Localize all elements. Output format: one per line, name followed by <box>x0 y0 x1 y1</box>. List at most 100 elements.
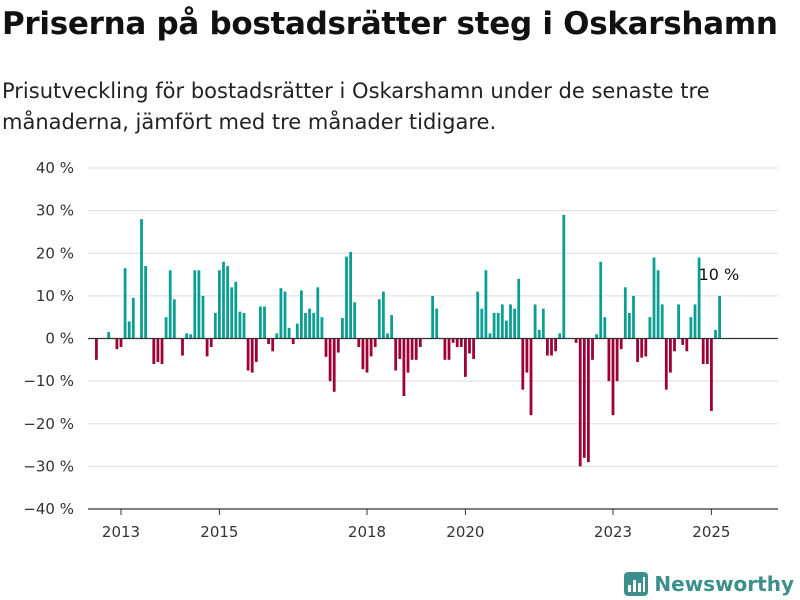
bar <box>394 339 397 371</box>
bar <box>120 339 123 348</box>
bar <box>587 339 590 463</box>
bar <box>599 262 602 339</box>
bar <box>263 307 266 339</box>
bar <box>407 339 410 373</box>
bar <box>620 339 623 350</box>
bar <box>419 339 422 348</box>
bar <box>206 339 209 357</box>
bar <box>677 304 680 338</box>
bar <box>198 270 201 338</box>
bar <box>653 258 656 339</box>
bar <box>169 270 172 338</box>
bar <box>542 309 545 339</box>
bar <box>214 313 217 339</box>
bar <box>292 339 295 345</box>
bar <box>382 292 385 339</box>
bar <box>107 332 110 338</box>
bar <box>152 339 155 365</box>
y-tick-label: 30 % <box>36 202 74 220</box>
bar <box>546 339 549 356</box>
newsworthy-brand[interactable]: Newsworthy <box>624 572 794 596</box>
bar <box>161 339 164 365</box>
bar <box>230 287 233 338</box>
latest-value-label: 10 % <box>699 265 740 284</box>
bar <box>448 339 451 360</box>
bar <box>259 307 262 339</box>
y-axis-ticks: −40 %−30 %−20 %−10 %0 %10 %20 %30 %40 % <box>23 159 74 518</box>
bar <box>505 321 508 339</box>
x-tick-label: 2018 <box>348 523 386 541</box>
bar <box>657 270 660 338</box>
x-tick-label: 2023 <box>594 523 632 541</box>
bar <box>591 339 594 360</box>
bar <box>583 339 586 458</box>
bar <box>366 339 369 373</box>
bar <box>390 315 393 338</box>
bar <box>702 339 705 365</box>
bar <box>140 219 143 338</box>
bar <box>526 339 529 373</box>
bar <box>144 266 147 338</box>
bar <box>370 339 373 357</box>
bar <box>132 298 135 338</box>
bar <box>493 313 496 339</box>
y-tick-label: 40 % <box>36 159 74 177</box>
bar <box>124 268 127 338</box>
bar <box>517 279 520 339</box>
bar-chart: −40 %−30 %−20 %−10 %0 %10 %20 %30 %40 % … <box>0 0 800 560</box>
bar <box>644 339 647 357</box>
bar <box>251 339 254 373</box>
bar <box>415 339 418 360</box>
bar <box>95 339 98 360</box>
bar <box>210 339 213 348</box>
bar <box>157 339 160 362</box>
bar <box>255 339 258 362</box>
bar <box>300 290 303 338</box>
bar <box>386 333 389 338</box>
bar <box>181 339 184 356</box>
bar <box>661 304 664 338</box>
bar <box>431 296 434 339</box>
bar <box>329 339 332 382</box>
y-tick-label: −40 % <box>23 500 74 518</box>
bar <box>464 339 467 377</box>
bar <box>513 309 516 339</box>
bar <box>636 339 639 362</box>
bar <box>218 270 221 338</box>
bar <box>710 339 713 411</box>
bar <box>234 282 237 339</box>
bar <box>612 339 615 416</box>
bar <box>550 339 553 356</box>
bar <box>521 339 524 390</box>
bar <box>403 339 406 397</box>
bar <box>304 313 307 339</box>
bar <box>468 339 471 354</box>
bar <box>632 296 635 339</box>
bar <box>239 312 242 339</box>
bar <box>579 339 582 467</box>
brand-name: Newsworthy <box>654 572 794 596</box>
bar <box>685 339 688 352</box>
bar <box>603 317 606 338</box>
bar <box>316 287 319 338</box>
x-tick-label: 2025 <box>692 523 730 541</box>
bar <box>616 339 619 382</box>
bar <box>308 309 311 339</box>
bar <box>341 318 344 338</box>
bar <box>267 339 270 345</box>
bar <box>173 299 176 338</box>
bar <box>325 339 328 357</box>
bar-chart-icon <box>624 572 648 596</box>
y-tick-label: 0 % <box>45 330 74 348</box>
bar <box>296 324 299 339</box>
bar <box>530 339 533 416</box>
bar <box>185 333 188 338</box>
bar <box>284 292 287 339</box>
bar <box>509 304 512 338</box>
bar <box>362 339 365 370</box>
bar <box>444 339 447 360</box>
bar <box>673 339 676 352</box>
x-tick-label: 2020 <box>446 523 484 541</box>
y-tick-label: −10 % <box>23 372 74 390</box>
bar <box>501 304 504 338</box>
